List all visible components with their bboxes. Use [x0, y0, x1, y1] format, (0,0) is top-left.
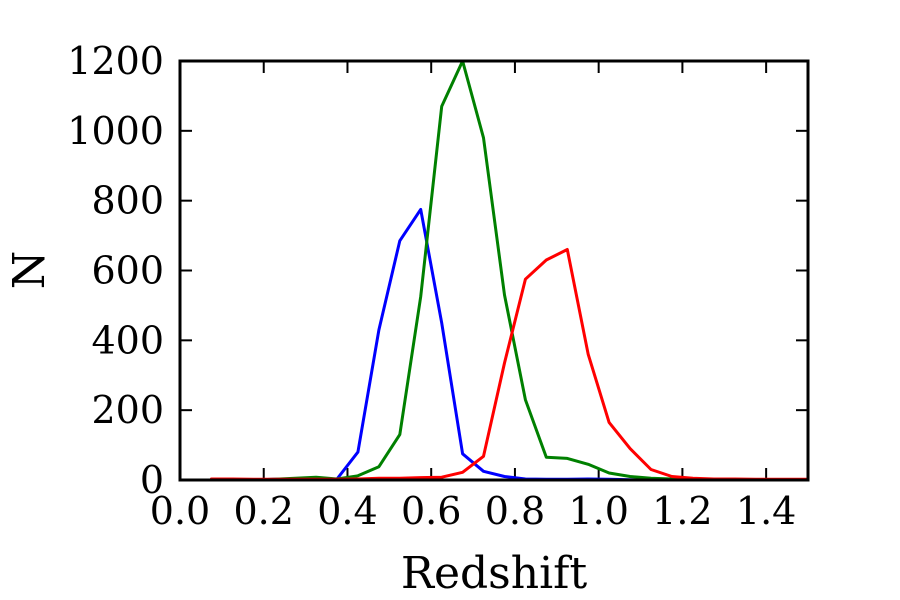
y-tick-label: 0: [140, 458, 164, 502]
y-tick-label: 1200: [67, 39, 164, 83]
plot-frame: [178, 59, 810, 482]
x-axis-label: Redshift: [401, 548, 588, 599]
x-tick-label: 1.2: [652, 489, 712, 533]
series-line-2: [209, 59, 810, 482]
y-tick-labels: 0 200 400 600 800 1000 1200: [67, 39, 164, 502]
y-axis-label: N: [4, 251, 55, 290]
series-line-3: [209, 248, 810, 481]
x-tick-label: 0.6: [401, 489, 461, 533]
x-tick-label: 1.0: [568, 489, 628, 533]
y-tick-label: 200: [91, 388, 164, 432]
x-tick-label: 0.2: [234, 489, 294, 533]
y-tick-label: 1000: [67, 109, 164, 153]
y-tick-label: 600: [91, 249, 164, 293]
x-axis-ticks: [179, 61, 768, 480]
x-tick-label: 0.0: [150, 489, 210, 533]
series-layer: [209, 59, 810, 482]
x-tick-label: 0.4: [317, 489, 377, 533]
y-tick-label: 400: [91, 318, 164, 362]
y-tick-label: 800: [91, 179, 164, 223]
x-tick-labels: 0.0 0.2 0.4 0.6 0.8 1.0 1.2 1.4: [150, 489, 797, 533]
x-tick-label: 0.8: [485, 489, 545, 533]
y-axis-ticks: [180, 60, 808, 481]
x-tick-label: 1.4: [736, 489, 796, 533]
